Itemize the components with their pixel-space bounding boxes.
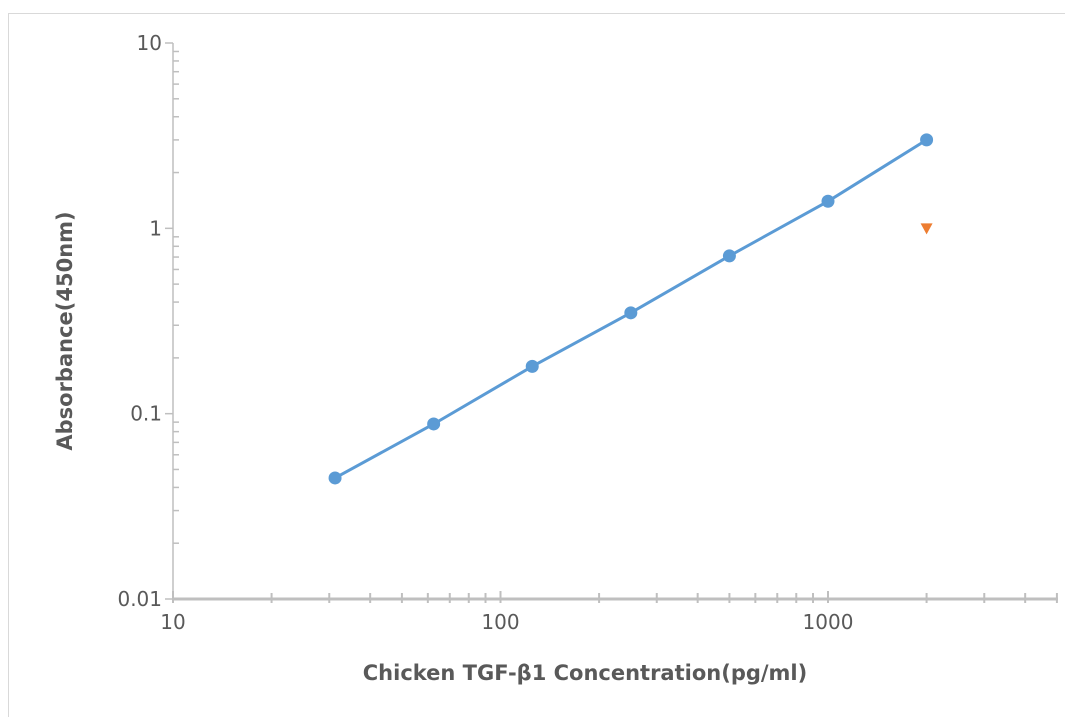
data-point bbox=[525, 359, 539, 373]
data-point bbox=[821, 194, 835, 208]
x-tick-label: 100 bbox=[481, 610, 519, 634]
x-tick-label: 1000 bbox=[803, 610, 854, 634]
y-tick-label: 0.01 bbox=[117, 587, 162, 611]
chart-frame bbox=[8, 13, 1065, 717]
data-point bbox=[624, 306, 638, 320]
triangle-data-point bbox=[920, 223, 933, 235]
data-point bbox=[920, 133, 934, 147]
series-markers bbox=[328, 133, 934, 485]
axes bbox=[172, 43, 1058, 601]
tick-marks bbox=[165, 42, 1058, 603]
data-point bbox=[328, 471, 342, 485]
y-tick-label: 1 bbox=[149, 216, 162, 240]
x-axis-title: Chicken TGF-β1 Concentration(pg/ml) bbox=[363, 661, 807, 685]
data-point bbox=[427, 417, 441, 431]
y-tick-label: 0.1 bbox=[130, 402, 162, 426]
x-tick-label: 10 bbox=[160, 610, 185, 634]
y-axis-title: Absorbance(450nm) bbox=[53, 211, 77, 450]
data-point bbox=[722, 249, 736, 263]
x-tick-labels: 10 100 1000 bbox=[160, 610, 853, 634]
y-tick-labels: 0.01 0.1 1 10 bbox=[117, 31, 162, 611]
y-tick-label: 10 bbox=[137, 31, 162, 55]
